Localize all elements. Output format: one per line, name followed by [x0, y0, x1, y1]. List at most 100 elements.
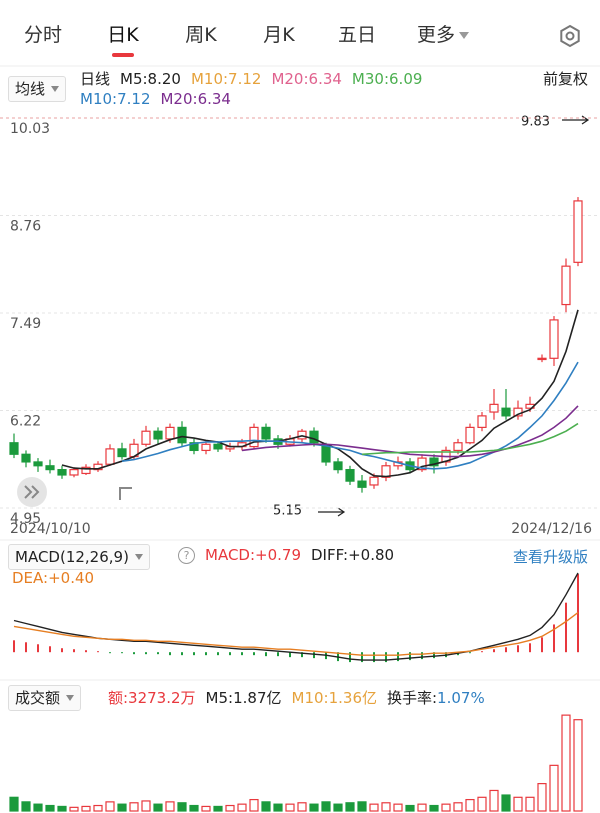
volume-bar [165, 801, 175, 812]
macd-value: MACD:+0.79 [205, 546, 301, 564]
ma-selector[interactable]: 均线 [8, 76, 67, 102]
ma-label: M10:7.12 [80, 90, 151, 108]
candle-body [465, 426, 475, 444]
arrow [318, 507, 346, 517]
volume-bar [285, 803, 295, 812]
candle-body [345, 469, 355, 482]
m10-value: M10:1.36亿 [291, 689, 377, 707]
volume-bar [333, 803, 343, 812]
volume-bar [105, 801, 115, 812]
tab[interactable]: 日K [84, 20, 162, 57]
volume-bar [45, 804, 55, 812]
volume-bar [549, 764, 559, 812]
icon-glyph[interactable] [24, 485, 40, 499]
volume-bar [537, 783, 547, 812]
candle-body [489, 403, 499, 413]
candle-body [501, 407, 511, 417]
volume-bar [465, 798, 475, 812]
ma-label: M10:7.12 [190, 70, 262, 88]
y-tick-label: 10.03 [10, 121, 50, 137]
ma-row: 日线 M5:8.20 M10:7.12 M20:6.34 M30:6.09 [80, 68, 432, 89]
volume-bar [417, 803, 427, 812]
candle-body [357, 480, 367, 488]
volume-bar [573, 719, 583, 812]
candle-body [105, 448, 115, 465]
line [361, 422, 579, 456]
volume-bar [57, 805, 67, 812]
candle-body [9, 442, 19, 455]
candle-body [141, 430, 151, 445]
candle-body [45, 465, 55, 471]
collapse-icon[interactable] [17, 477, 47, 507]
ma-label: M5:8.20 [120, 70, 181, 88]
volume-bar [525, 796, 535, 812]
adjust-label[interactable]: 前复权 [542, 70, 588, 88]
candle-body [549, 319, 559, 359]
macd-row: ? MACD:+0.79 DIFF:+0.80 [178, 546, 404, 564]
candle-body [249, 426, 259, 448]
diff-value: DIFF:+0.80 [310, 546, 395, 564]
amount-value: 额:3273.2万 [108, 689, 196, 707]
volume-bar [393, 803, 403, 812]
volume-bar [93, 804, 103, 812]
volume-bar [381, 802, 391, 812]
info-icon[interactable]: ? [178, 547, 195, 564]
volume-bar [345, 802, 355, 812]
y-tick-label: 7.49 [10, 316, 41, 332]
ma-label: M20:6.34 [271, 70, 342, 88]
tab[interactable]: 五日 [337, 24, 376, 46]
volume-bar [225, 804, 235, 812]
volume-bar [501, 794, 511, 812]
candle-body [537, 357, 547, 361]
turnover-label: 换手率: [386, 689, 438, 707]
m5-value: M5:1.87亿 [205, 689, 282, 707]
volume-bar [141, 800, 151, 812]
volume-bar [9, 796, 19, 812]
candle-body [309, 430, 319, 444]
volume-bar [273, 803, 283, 812]
line [121, 361, 579, 470]
settings-icon[interactable] [558, 24, 582, 48]
y-tick-label: 4.95 [10, 511, 41, 527]
y-tick-label: 8.76 [10, 219, 41, 235]
line [13, 612, 579, 656]
volume-bar [405, 804, 415, 812]
high-annotation: 9.83 [521, 115, 550, 130]
volume-bar [153, 803, 163, 812]
volume-selector[interactable]: 成交额 [8, 685, 82, 711]
candle-body [417, 457, 427, 471]
volume-bar [441, 803, 451, 812]
gear-center[interactable] [565, 31, 575, 41]
tab[interactable]: 更多 [404, 20, 482, 47]
candle-body [261, 426, 271, 440]
volume-bar [309, 803, 319, 812]
corner-icon[interactable] [119, 487, 132, 500]
tab[interactable]: 月K [263, 24, 295, 46]
x-end-label: 2024/12/16 [511, 521, 592, 537]
volume-bar [21, 801, 31, 812]
candle-body [561, 265, 571, 306]
volume-bar [177, 802, 187, 812]
ma-label: M20:6.34 [160, 90, 231, 108]
tab[interactable]: 周K [185, 24, 217, 46]
volume-bar [129, 802, 139, 812]
period-label: 日线 [80, 70, 111, 88]
volume-bar [561, 714, 571, 812]
upgrade-link[interactable]: 查看升级版 [512, 548, 588, 566]
macd-selector[interactable]: MACD(12,26,9) [8, 544, 150, 570]
volume-bar [201, 805, 211, 812]
candle-body [321, 445, 331, 463]
volume-bar [321, 801, 331, 812]
candle-body [69, 469, 79, 476]
volume-bar [261, 801, 271, 812]
tab[interactable]: 分时 [23, 24, 62, 46]
volume-bar [69, 806, 79, 812]
volume-bar [33, 803, 43, 812]
turnover-value: 1.07% [437, 689, 485, 707]
candle-body [33, 461, 43, 467]
volume-bar [81, 805, 91, 812]
volume-bar [453, 802, 463, 812]
gear-outline[interactable] [560, 24, 580, 48]
